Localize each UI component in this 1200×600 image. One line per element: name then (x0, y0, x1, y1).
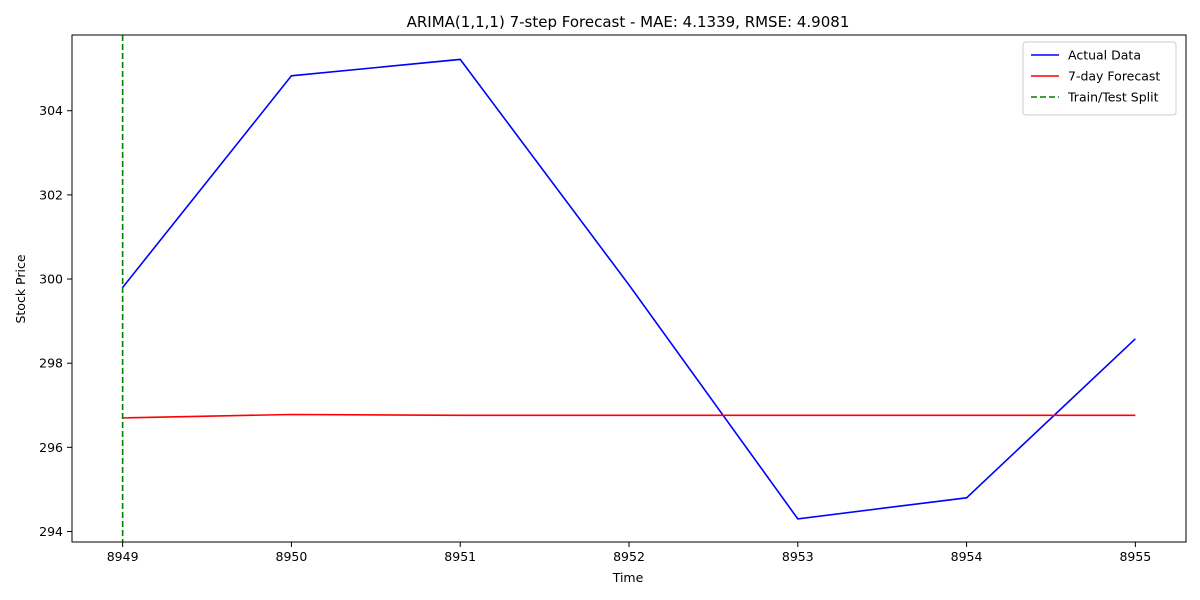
legend-label: Train/Test Split (1067, 90, 1159, 105)
x-tick-label: 8949 (107, 549, 139, 564)
legend-label: Actual Data (1068, 48, 1141, 63)
legend-label: 7-day Forecast (1068, 69, 1160, 84)
series-line-7-day-forecast (122, 413, 1136, 419)
y-axis-label: Stock Price (13, 254, 28, 323)
y-tick-label: 298 (39, 356, 63, 371)
x-tick-label: 8952 (613, 549, 645, 564)
x-tick-label: 8951 (444, 549, 476, 564)
legend-box (1022, 41, 1177, 116)
x-axis-label: Time (612, 570, 644, 585)
x-axis: 8949 8950 8951 8952 8953 8954 8955 (107, 542, 1151, 564)
y-tick-label: 300 (39, 272, 63, 287)
y-axis: 294 296 298 300 302 304 (39, 103, 72, 539)
plot-frame (71, 34, 1187, 543)
chart-title: ARIMA(1,1,1) 7-step Forecast - MAE: 4.13… (407, 13, 850, 31)
x-tick-label: 8954 (951, 549, 983, 564)
x-tick-label: 8950 (276, 549, 308, 564)
x-tick-label: 8955 (1119, 549, 1151, 564)
y-tick-label: 296 (39, 440, 63, 455)
legend: Actual Data 7-day Forecast Train/Test Spli… (1022, 41, 1177, 116)
y-tick-label: 304 (39, 103, 63, 118)
y-tick-label: 294 (39, 524, 63, 539)
y-tick-label: 302 (39, 187, 63, 202)
x-tick-label: 8953 (782, 549, 814, 564)
series-line-actual-data (122, 58, 1136, 520)
plot-area (71, 34, 1187, 543)
